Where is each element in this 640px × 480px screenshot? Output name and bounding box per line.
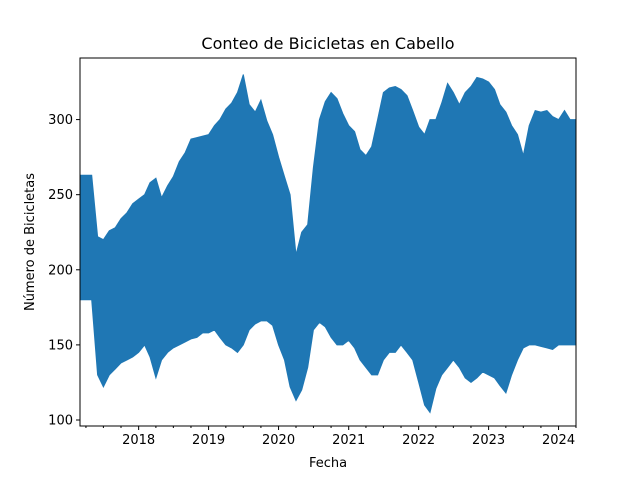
y-tick-label: 100: [48, 413, 73, 428]
y-tick-label: 200: [48, 263, 73, 278]
y-axis: 100 150 200 250 300: [48, 113, 80, 428]
chart-title: Conteo de Bicicletas en Cabello: [201, 34, 454, 53]
y-tick-label: 300: [48, 113, 73, 128]
y-axis-label: Número de Bicicletas: [23, 173, 38, 311]
x-axis-label: Fecha: [309, 456, 347, 471]
y-tick-label: 250: [48, 188, 73, 203]
x-tick-label: 2021: [332, 433, 365, 448]
series-area: [79, 74, 577, 414]
plot-area: [79, 74, 577, 414]
plot-frame: [79, 57, 577, 427]
x-tick-label: 2023: [472, 433, 505, 448]
x-tick-label: 2020: [262, 433, 295, 448]
y-tick-label: 150: [48, 338, 73, 353]
x-tick-label: 2019: [192, 433, 225, 448]
x-tick-label: 2022: [402, 433, 435, 448]
x-axis: 2018 2019 2020 2021 2022 2023 2024: [85, 426, 577, 448]
x-tick-label: 2024: [542, 433, 575, 448]
x-tick-label: 2018: [122, 433, 155, 448]
